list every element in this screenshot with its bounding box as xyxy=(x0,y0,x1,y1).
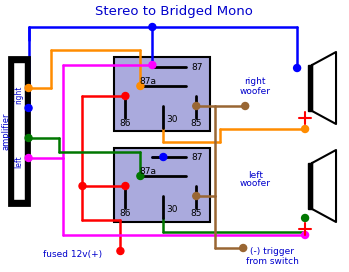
Circle shape xyxy=(79,183,86,190)
Text: 87a: 87a xyxy=(140,78,157,86)
Text: amplifier: amplifier xyxy=(1,112,10,150)
Circle shape xyxy=(25,85,32,91)
Circle shape xyxy=(137,82,144,89)
Text: 30: 30 xyxy=(166,116,178,125)
Text: fused 12v(+): fused 12v(+) xyxy=(43,251,102,259)
Bar xyxy=(308,65,312,111)
Text: 87: 87 xyxy=(191,63,203,72)
Circle shape xyxy=(302,231,309,239)
Circle shape xyxy=(160,153,167,160)
Text: woofer: woofer xyxy=(240,86,271,95)
Circle shape xyxy=(302,125,309,132)
Text: 85: 85 xyxy=(191,209,202,218)
Text: Stereo to Bridged Mono: Stereo to Bridged Mono xyxy=(95,5,253,18)
Text: from switch: from switch xyxy=(246,256,299,265)
Circle shape xyxy=(193,193,200,199)
Text: 86: 86 xyxy=(120,209,131,218)
Text: 87a: 87a xyxy=(140,168,157,177)
Circle shape xyxy=(25,134,32,141)
Circle shape xyxy=(294,64,300,72)
Circle shape xyxy=(137,172,144,180)
Polygon shape xyxy=(312,150,336,222)
Bar xyxy=(9,57,29,205)
Circle shape xyxy=(242,103,249,110)
Text: woofer: woofer xyxy=(240,180,271,188)
Text: left: left xyxy=(248,171,263,180)
Polygon shape xyxy=(312,52,336,124)
Circle shape xyxy=(122,92,129,100)
Text: 87: 87 xyxy=(191,153,203,162)
Circle shape xyxy=(122,183,129,190)
Bar xyxy=(308,163,312,209)
Bar xyxy=(13,62,24,200)
Circle shape xyxy=(117,248,124,255)
Circle shape xyxy=(149,61,156,69)
Text: (-) trigger: (-) trigger xyxy=(250,248,294,256)
Circle shape xyxy=(25,104,32,112)
Text: 30: 30 xyxy=(166,206,178,215)
Bar xyxy=(114,148,210,222)
Circle shape xyxy=(25,154,32,162)
Bar xyxy=(114,57,210,131)
Circle shape xyxy=(240,245,247,252)
Circle shape xyxy=(302,215,309,221)
Circle shape xyxy=(149,23,156,30)
Text: 85: 85 xyxy=(191,119,202,128)
Circle shape xyxy=(193,103,200,110)
Text: right: right xyxy=(244,78,266,86)
Text: right: right xyxy=(14,86,23,104)
Text: left: left xyxy=(14,156,23,168)
Text: 86: 86 xyxy=(120,119,131,128)
